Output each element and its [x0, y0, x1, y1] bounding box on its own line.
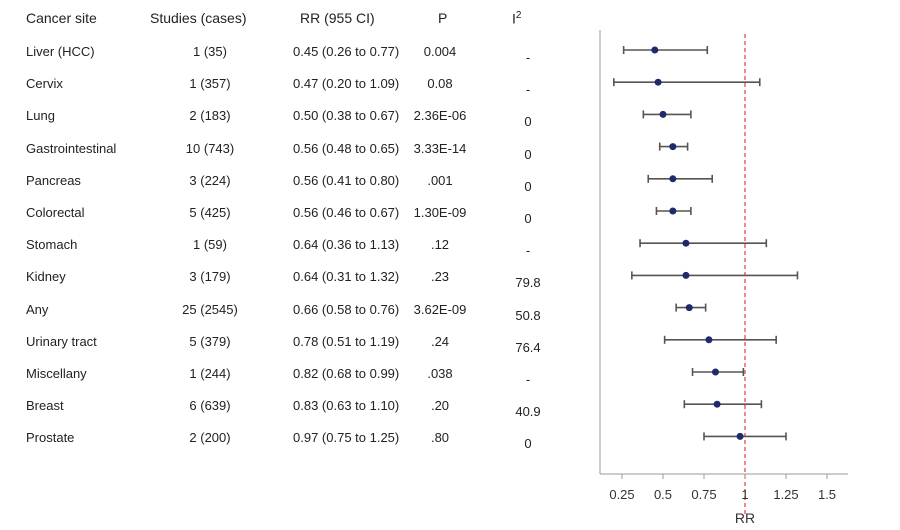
point-estimate	[711, 368, 719, 376]
cell-site: Cervix	[26, 76, 63, 92]
header-p: P	[438, 10, 448, 26]
point-estimate	[669, 143, 677, 151]
cell-studies: 3 (179)	[189, 269, 231, 285]
x-tick-label: 0.25	[609, 487, 634, 502]
cell-site: Stomach	[26, 237, 78, 253]
cell-site: Pancreas	[26, 172, 81, 188]
cell-i2: 50.8	[515, 307, 541, 323]
cell-rr-ci: 0.83 (0.63 to 1.10)	[293, 398, 400, 414]
cell-rr-ci: 0.56 (0.41 to 0.80)	[293, 172, 400, 188]
cell-studies: 5 (379)	[189, 333, 231, 349]
header-rr-ci: RR (955 CI)	[300, 10, 375, 26]
cell-p: .001	[427, 172, 453, 188]
cell-site: Gastrointestinal	[26, 140, 117, 156]
cell-rr-ci: 0.47 (0.20 to 1.09)	[293, 76, 400, 92]
cell-i2: 76.4	[515, 339, 541, 355]
cell-rr-ci: 0.64 (0.36 to 1.13)	[293, 237, 400, 253]
cell-site: Any	[26, 301, 49, 317]
cell-site: Lung	[26, 108, 55, 124]
cell-i2: 0	[524, 211, 532, 226]
cell-site: Liver (HCC)	[26, 44, 95, 59]
point-estimate	[713, 400, 721, 408]
cell-rr-ci: 0.56 (0.48 to 0.65)	[293, 140, 400, 156]
point-estimate	[669, 175, 677, 183]
cell-i2: -	[525, 50, 531, 65]
cell-rr-ci: 0.97 (0.75 to 1.25)	[293, 430, 400, 446]
cell-studies: 3 (224)	[189, 172, 231, 188]
cell-p: .12	[430, 237, 450, 253]
point-estimate	[736, 432, 744, 440]
header-cancer-site: Cancer site	[26, 10, 97, 26]
point-estimate	[654, 78, 662, 86]
cell-studies: 1 (59)	[193, 237, 227, 253]
cell-p: 0.08	[427, 76, 453, 92]
cell-i2: -	[525, 243, 531, 259]
cell-studies: 2 (200)	[189, 430, 231, 446]
point-estimate	[669, 207, 677, 215]
cell-i2: 79.8	[515, 275, 541, 291]
x-tick-label: 0.5	[654, 487, 672, 502]
x-tick-label: 1	[741, 487, 748, 502]
cell-i2: 40.9	[515, 404, 541, 420]
cell-p: 0.004	[423, 44, 457, 59]
x-tick-label: 1.25	[773, 487, 798, 502]
cell-p: .80	[430, 430, 450, 446]
cell-p: 3.62E-09	[413, 301, 467, 317]
cell-p: .24	[430, 333, 450, 349]
cell-p: .038	[427, 366, 453, 381]
cell-p: .20	[430, 398, 450, 414]
cell-rr-ci: 0.66 (0.58 to 0.76)	[293, 301, 400, 317]
cell-studies: 1 (35)	[193, 44, 227, 59]
cell-p: 3.33E-14	[413, 140, 467, 156]
cell-rr-ci: 0.50 (0.38 to 0.67)	[293, 108, 400, 124]
cell-studies: 1 (244)	[189, 366, 231, 381]
x-axis-label: RR	[735, 510, 755, 526]
cell-site: Kidney	[26, 269, 66, 285]
cell-studies: 6 (639)	[189, 398, 231, 414]
point-estimate	[705, 336, 713, 344]
cell-i2: 0	[524, 178, 532, 194]
cell-p: 1.30E-09	[413, 205, 467, 220]
cell-i2: -	[525, 372, 531, 387]
point-estimate	[659, 110, 667, 118]
header-i2: I2	[512, 10, 522, 27]
cell-rr-ci: 0.82 (0.68 to 0.99)	[293, 366, 400, 381]
cell-site: Prostate	[26, 430, 75, 446]
cell-rr-ci: 0.45 (0.26 to 0.77)	[293, 44, 400, 59]
cell-site: Colorectal	[26, 205, 85, 220]
cell-rr-ci: 0.56 (0.46 to 0.67)	[293, 205, 400, 220]
point-estimate	[682, 271, 690, 279]
cell-i2: 0	[524, 114, 532, 130]
cell-i2: 0	[524, 146, 532, 162]
cell-rr-ci: 0.78 (0.51 to 1.19)	[293, 333, 400, 349]
point-estimate	[685, 304, 693, 312]
cell-rr-ci: 0.64 (0.31 to 1.32)	[293, 269, 400, 285]
cell-studies: 10 (743)	[185, 140, 235, 156]
x-tick-label: 1.5	[818, 487, 836, 502]
cell-site: Breast	[26, 398, 64, 414]
header-studies: Studies (cases)	[150, 10, 247, 26]
cell-studies: 5 (425)	[189, 205, 231, 220]
cell-studies: 25 (2545)	[182, 301, 238, 317]
cell-studies: 1 (357)	[189, 76, 231, 92]
cell-p: 2.36E-06	[413, 108, 467, 124]
cell-p: .23	[430, 269, 450, 285]
cell-site: Urinary tract	[26, 333, 97, 349]
cell-i2: 0	[524, 436, 532, 452]
cell-site: Miscellany	[26, 366, 87, 381]
cell-i2: -	[525, 82, 531, 98]
cell-studies: 2 (183)	[189, 108, 231, 124]
x-tick-label: 0.75	[691, 487, 716, 502]
point-estimate	[682, 239, 690, 247]
point-estimate	[651, 46, 659, 54]
